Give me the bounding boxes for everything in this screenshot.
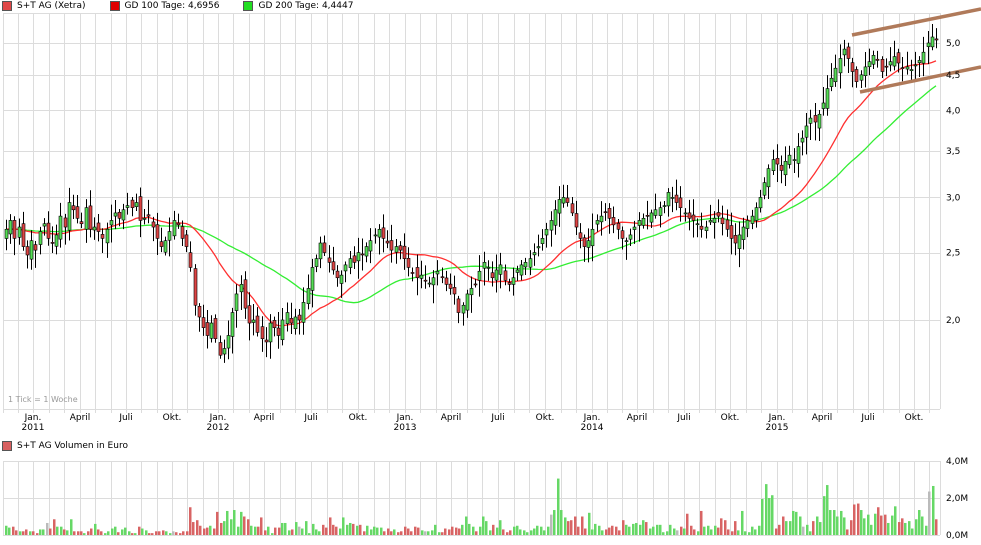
svg-text:Okt.: Okt. xyxy=(905,413,924,423)
legend-item-sma100: GD 100 Tage: 4,6956 xyxy=(108,1,220,11)
svg-text:April: April xyxy=(441,413,462,423)
svg-text:4,5: 4,5 xyxy=(946,71,960,81)
svg-text:2011: 2011 xyxy=(22,423,45,433)
svg-text:Jan.: Jan. xyxy=(396,413,414,423)
svg-text:Okt.: Okt. xyxy=(721,413,740,423)
svg-text:April: April xyxy=(812,413,833,423)
legend-item-sma200: GD 200 Tage: 4,4447 xyxy=(241,1,353,11)
svg-text:Juli: Juli xyxy=(118,413,132,423)
volume-y-axis: 4,0M 2,0M 0,0M xyxy=(946,457,968,541)
svg-text:Jan.: Jan. xyxy=(583,413,601,423)
sma200-line xyxy=(5,85,937,304)
legend-label-sma100: GD 100 Tage: 4,6956 xyxy=(124,1,220,11)
legend-label-sma200: GD 200 Tage: 4,4447 xyxy=(258,1,354,11)
svg-text:4,0: 4,0 xyxy=(946,106,961,116)
svg-text:3,5: 3,5 xyxy=(946,147,960,157)
legend-swatch-sma100 xyxy=(109,1,120,11)
svg-text:Juli: Juli xyxy=(303,413,317,423)
svg-text:Juli: Juli xyxy=(860,413,874,423)
svg-text:0,0M: 0,0M xyxy=(946,531,968,541)
legend-swatch-main xyxy=(2,1,12,11)
chart-legend: S+T AG (Xetra) GD 100 Tage: 4,6956 GD 20… xyxy=(0,0,375,12)
legend-label-main: S+T AG (Xetra) xyxy=(17,1,86,11)
svg-text:2,0: 2,0 xyxy=(946,316,961,326)
svg-text:2,5: 2,5 xyxy=(946,249,960,259)
trend-channel xyxy=(851,7,981,94)
svg-text:3,0: 3,0 xyxy=(946,193,961,203)
svg-text:2,0M: 2,0M xyxy=(946,494,968,504)
tick-note: 1 Tick = 1 Woche xyxy=(8,395,78,404)
legend-label-volume: S+T AG Volumen in Euro xyxy=(17,441,128,451)
svg-text:2015: 2015 xyxy=(766,423,789,433)
volume-bars xyxy=(5,478,938,535)
svg-text:Okt.: Okt. xyxy=(163,413,182,423)
svg-text:2013: 2013 xyxy=(394,423,417,433)
svg-text:2012: 2012 xyxy=(207,423,230,433)
svg-text:Okt.: Okt. xyxy=(536,413,555,423)
svg-text:Jan.: Jan. xyxy=(768,413,786,423)
legend-swatch-sma200 xyxy=(243,1,254,11)
volume-legend: S+T AG Volumen in Euro xyxy=(0,441,128,451)
svg-text:Jan.: Jan. xyxy=(209,413,227,423)
svg-text:Juli: Juli xyxy=(676,413,690,423)
legend-item-main: S+T AG (Xetra) xyxy=(0,1,86,11)
svg-text:4,0M: 4,0M xyxy=(946,457,968,467)
price-y-axis: 2,0 2,5 3,0 3,5 4,0 4,5 5,0 xyxy=(946,39,961,326)
svg-text:April: April xyxy=(627,413,648,423)
legend-swatch-volume xyxy=(2,441,12,451)
svg-text:Okt.: Okt. xyxy=(349,413,368,423)
svg-text:Jan.: Jan. xyxy=(24,413,42,423)
svg-text:5,0: 5,0 xyxy=(946,39,961,49)
candlesticks xyxy=(4,24,939,363)
svg-text:April: April xyxy=(70,413,91,423)
svg-text:Juli: Juli xyxy=(490,413,504,423)
svg-text:2014: 2014 xyxy=(581,423,604,433)
svg-text:April: April xyxy=(254,413,275,423)
price-grid xyxy=(3,13,941,413)
